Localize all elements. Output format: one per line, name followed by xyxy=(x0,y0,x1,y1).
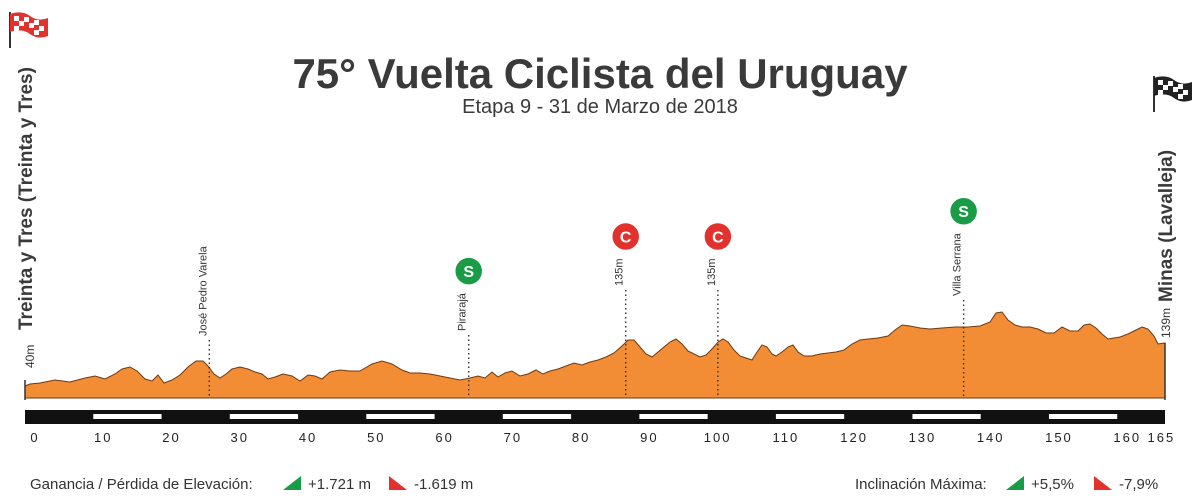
climb-badge xyxy=(610,221,641,252)
distance-tick-label: 70 xyxy=(504,430,522,445)
waypoint-label: 135m xyxy=(614,258,626,286)
max-incline-label: Inclinación Máxima: xyxy=(855,476,987,493)
waypoint-label: José Pedro Varela xyxy=(197,245,209,336)
checkered-flag-red-icon xyxy=(9,12,48,48)
scale-segment xyxy=(1048,414,1118,419)
distance-tick-label: 100 xyxy=(704,430,732,445)
distance-tick-label: 40 xyxy=(299,430,317,445)
distance-tick-label: 20 xyxy=(162,430,180,445)
start-elevation-label: 40m xyxy=(23,345,37,368)
max-incline-up-icon xyxy=(1006,476,1024,490)
elevation-loss-icon xyxy=(389,476,407,490)
distance-tick-label: 150 xyxy=(1045,430,1073,445)
badge-letter: C xyxy=(712,229,724,246)
distance-tick-label: 30 xyxy=(231,430,249,445)
elevation-loss-value: -1.619 m xyxy=(414,476,474,493)
max-incline-down-icon xyxy=(1094,476,1112,490)
scale-segment xyxy=(502,414,572,419)
distance-tick-label: 130 xyxy=(909,430,937,445)
distance-tick-label: 80 xyxy=(572,430,590,445)
distance-tick-label: 140 xyxy=(977,430,1005,445)
finish-elevation-label: 139m xyxy=(1159,308,1173,338)
page-subtitle: Etapa 9 - 31 de Marzo de 2018 xyxy=(462,96,738,118)
elevation-summary-label: Ganancia / Pérdida de Elevación: xyxy=(30,476,253,493)
distance-tick-label: 0 xyxy=(30,430,39,445)
badge-letter: S xyxy=(463,264,474,281)
badge-letter: C xyxy=(620,229,632,246)
scale-segment xyxy=(639,414,708,419)
start-location-label: Treinta y Tres (Treinta y Tres) xyxy=(16,67,37,330)
distance-tick-label: 160 xyxy=(1113,430,1141,445)
waypoint-label: 135m xyxy=(706,258,718,286)
scale-segment xyxy=(775,414,845,419)
badge-letter: S xyxy=(958,204,969,221)
distance-tick-label: 110 xyxy=(773,430,800,445)
distance-tick-label: 50 xyxy=(367,430,385,445)
elevation-gain-value: +1.721 m xyxy=(308,476,371,493)
sprint-badge xyxy=(948,196,979,226)
max-incline-down-value: -7,9% xyxy=(1119,476,1159,493)
distance-tick-label: 10 xyxy=(94,430,112,445)
scale-segment xyxy=(93,414,162,419)
distance-tick-label: 165 xyxy=(1147,430,1175,445)
max-incline-up-value: +5,5% xyxy=(1031,476,1074,493)
distance-scale-bar xyxy=(25,410,1165,424)
scale-segment xyxy=(366,414,435,419)
waypoint-label: Villa Serrana xyxy=(952,232,964,296)
page-title: 75° Vuelta Ciclista del Uruguay xyxy=(292,50,908,97)
scale-segment xyxy=(229,414,299,419)
finish-location-label: Minas (Lavalleja) xyxy=(1156,150,1177,302)
waypoint-label: Pirarajá xyxy=(457,292,469,331)
distance-tick-label: 60 xyxy=(435,430,453,445)
distance-tick-label: 120 xyxy=(840,430,868,445)
elevation-profile-area xyxy=(24,311,1166,399)
climb-badge xyxy=(703,221,733,252)
elevation-gain-icon xyxy=(283,476,301,490)
checkered-flag-black-icon xyxy=(1153,76,1192,112)
sprint-badge xyxy=(453,256,484,286)
scale-segment xyxy=(912,414,981,419)
distance-tick-label: 90 xyxy=(640,430,658,445)
